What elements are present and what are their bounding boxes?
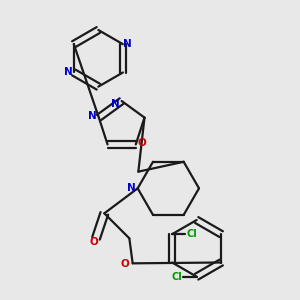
Text: Cl: Cl xyxy=(186,229,197,239)
Text: N: N xyxy=(64,68,73,77)
Text: O: O xyxy=(121,259,130,269)
Text: N: N xyxy=(124,39,132,49)
Text: N: N xyxy=(111,99,120,109)
Text: N: N xyxy=(127,183,135,193)
Text: Cl: Cl xyxy=(172,272,183,282)
Text: N: N xyxy=(88,111,97,121)
Text: O: O xyxy=(137,138,146,148)
Text: O: O xyxy=(90,237,99,247)
